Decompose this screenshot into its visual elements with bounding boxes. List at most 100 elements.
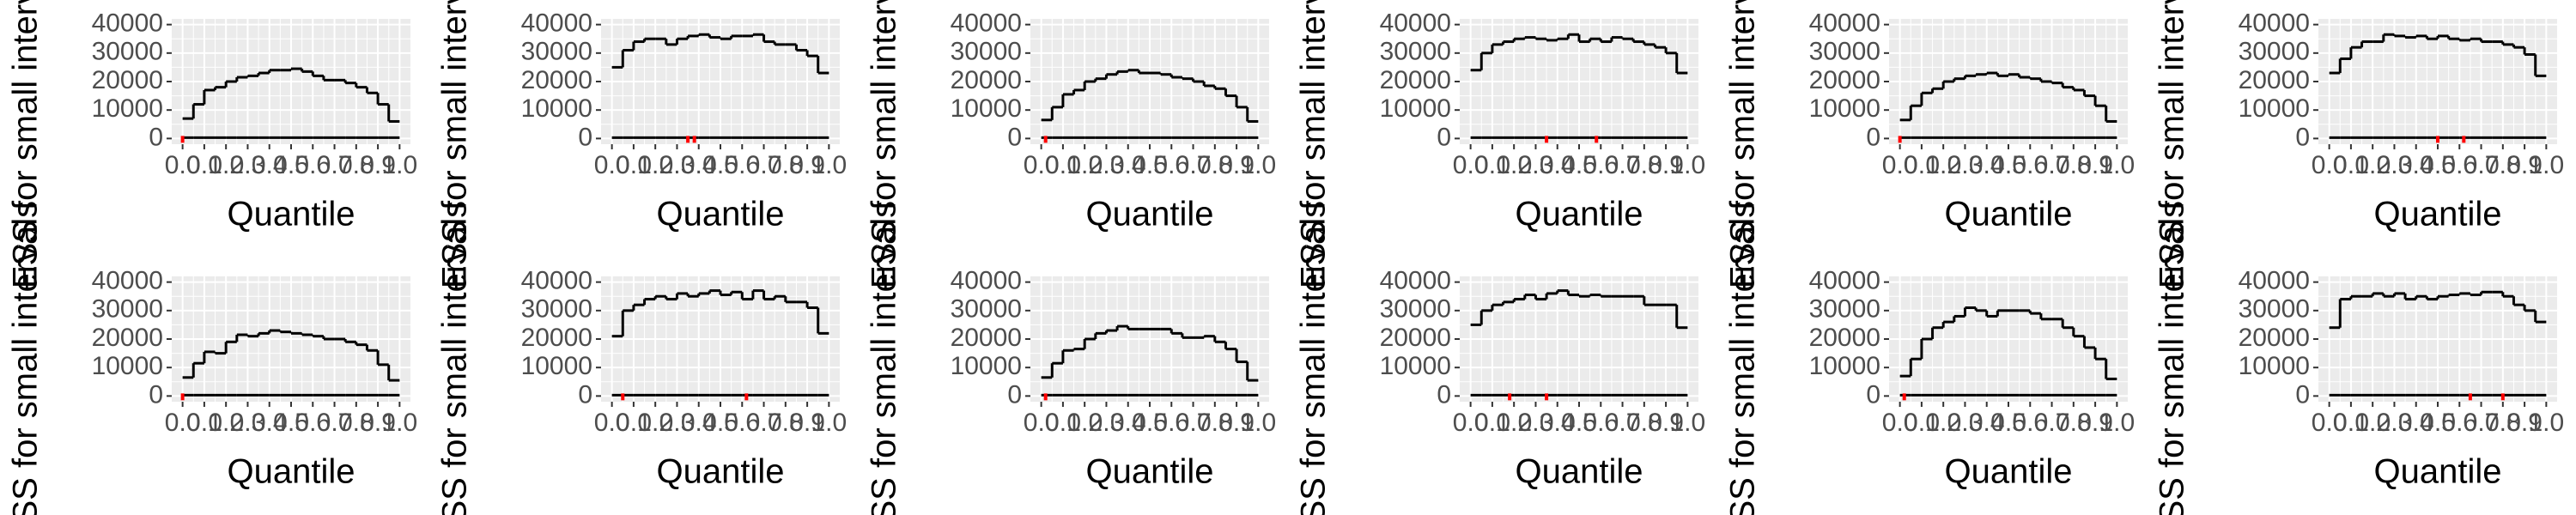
x-tick-label: 1.0	[811, 409, 848, 437]
y-tick-label: 20000	[1380, 324, 1451, 352]
x-tick-label: 0.0	[165, 151, 201, 179]
x-tick-label: 0.6	[1583, 409, 1619, 437]
x-axis-label: Quantile	[1945, 453, 2073, 491]
x-tick-label: 0.4	[681, 409, 717, 437]
x-tick-label: 0.9	[360, 151, 396, 179]
x-tick-label: 0.1	[1474, 409, 1510, 437]
y-axis-label: ESS for small intervals	[436, 0, 474, 288]
y-tick-label: 20000	[951, 324, 1022, 352]
y-tick-label: 40000	[521, 9, 592, 38]
x-tick-label: 0.4	[2398, 409, 2434, 437]
y-tick-label: 20000	[2239, 324, 2310, 352]
x-tick-label: 0.5	[1132, 409, 1168, 437]
x-tick-label: 0.5	[273, 409, 309, 437]
x-tick-label: 0.3	[1089, 409, 1125, 437]
x-tick-label: 0.1	[616, 151, 652, 179]
x-tick-label: 0.4	[2398, 151, 2434, 179]
y-axis-label: ESS for small intervals	[866, 201, 903, 515]
y-tick-label: 10000	[2239, 94, 2310, 123]
x-tick-label: 0.2	[637, 151, 673, 179]
x-tick-label: 0.3	[230, 409, 266, 437]
y-tick-label: 30000	[92, 295, 163, 324]
x-tick-label: 0.8	[2485, 151, 2521, 179]
x-tick-label: 0.3	[659, 409, 696, 437]
panel: 0100002000030000400000.00.10.20.30.40.50…	[866, 0, 1277, 288]
x-tick-label: 0.2	[1496, 151, 1532, 179]
x-tick-label: 0.2	[1925, 151, 1961, 179]
y-tick-label: 40000	[951, 9, 1022, 38]
x-tick-label: 0.5	[702, 151, 738, 179]
y-tick-label: 0	[578, 123, 592, 151]
y-tick-label: 20000	[521, 66, 592, 94]
y-tick-label: 20000	[92, 324, 163, 352]
x-tick-label: 0.3	[1518, 409, 1554, 437]
y-tick-label: 40000	[1809, 9, 1880, 38]
x-tick-label: 1.0	[1241, 409, 1277, 437]
x-tick-label: 1.0	[1670, 151, 1706, 179]
x-tick-label: 0.9	[2077, 409, 2113, 437]
x-tick-label: 0.8	[338, 151, 374, 179]
x-tick-label: 0.7	[2034, 409, 2070, 437]
y-tick-label: 20000	[1809, 324, 1880, 352]
x-tick-label: 0.0	[594, 151, 630, 179]
x-tick-label: 0.5	[2420, 151, 2456, 179]
x-tick-label: 1.0	[2529, 409, 2565, 437]
x-tick-label: 0.4	[1969, 151, 2005, 179]
x-axis-label: Quantile	[228, 453, 355, 491]
point	[2462, 136, 2466, 143]
x-tick-label: 0.8	[2056, 409, 2092, 437]
x-tick-label: 0.9	[1218, 151, 1255, 179]
x-tick-label: 0.9	[2506, 409, 2543, 437]
x-axis-label: Quantile	[2374, 196, 2502, 233]
panel: 0100002000030000400000.00.10.20.30.40.50…	[1724, 0, 2136, 288]
x-axis-label: Quantile	[1516, 453, 1643, 491]
y-tick-label: 10000	[521, 94, 592, 123]
x-tick-label: 0.2	[208, 151, 244, 179]
y-tick-label: 10000	[1809, 94, 1880, 123]
x-axis-label: Quantile	[1945, 196, 2073, 233]
panel: 0100002000030000400000.00.10.20.30.40.50…	[436, 201, 848, 515]
x-tick-label: 0.6	[724, 151, 760, 179]
x-tick-label: 0.1	[1904, 409, 1940, 437]
x-tick-label: 0.0	[2312, 151, 2348, 179]
x-tick-label: 0.6	[295, 151, 331, 179]
y-tick-label: 30000	[1809, 38, 1880, 66]
y-tick-label: 30000	[1380, 295, 1451, 324]
y-tick-label: 40000	[2239, 9, 2310, 38]
y-tick-label: 20000	[92, 66, 163, 94]
x-tick-label: 0.1	[2333, 409, 2369, 437]
y-tick-label: 10000	[92, 352, 163, 380]
x-tick-label: 0.3	[1518, 151, 1554, 179]
y-tick-label: 10000	[521, 352, 592, 380]
y-tick-label: 20000	[521, 324, 592, 352]
y-axis-label: ESS for small intervals	[7, 201, 45, 515]
panel: 0100002000030000400000.00.10.20.30.40.50…	[7, 201, 418, 515]
y-axis-label: ESS for small intervals	[866, 0, 903, 288]
x-tick-label: 0.2	[1066, 151, 1103, 179]
y-tick-label: 0	[1437, 123, 1451, 151]
x-tick-label: 1.0	[382, 151, 418, 179]
y-tick-label: 20000	[2239, 66, 2310, 94]
x-axis-label: Quantile	[228, 196, 355, 233]
panel: 0100002000030000400000.00.10.20.30.40.50…	[2154, 0, 2565, 288]
y-tick-label: 10000	[1809, 352, 1880, 380]
y-tick-label: 20000	[1380, 66, 1451, 94]
x-tick-label: 0.0	[1453, 151, 1489, 179]
x-tick-label: 0.8	[1197, 409, 1233, 437]
y-tick-label: 10000	[951, 94, 1022, 123]
x-tick-label: 0.3	[230, 151, 266, 179]
panel: 0100002000030000400000.00.10.20.30.40.50…	[436, 0, 848, 288]
x-tick-label: 0.2	[1496, 409, 1532, 437]
x-tick-label: 0.9	[789, 151, 825, 179]
y-axis-label: ESS for small intervals	[7, 0, 45, 288]
x-tick-label: 0.5	[1561, 409, 1597, 437]
x-tick-label: 0.9	[2077, 151, 2113, 179]
y-tick-label: 0	[149, 380, 163, 409]
y-axis-label: ESS for small intervals	[1724, 0, 1762, 288]
panel: 0100002000030000400000.00.10.20.30.40.50…	[866, 201, 1277, 515]
x-tick-label: 0.6	[2441, 409, 2477, 437]
y-tick-label: 0	[578, 380, 592, 409]
x-tick-label: 0.6	[1583, 151, 1619, 179]
x-tick-label: 1.0	[382, 409, 418, 437]
x-tick-label: 0.8	[1626, 151, 1662, 179]
